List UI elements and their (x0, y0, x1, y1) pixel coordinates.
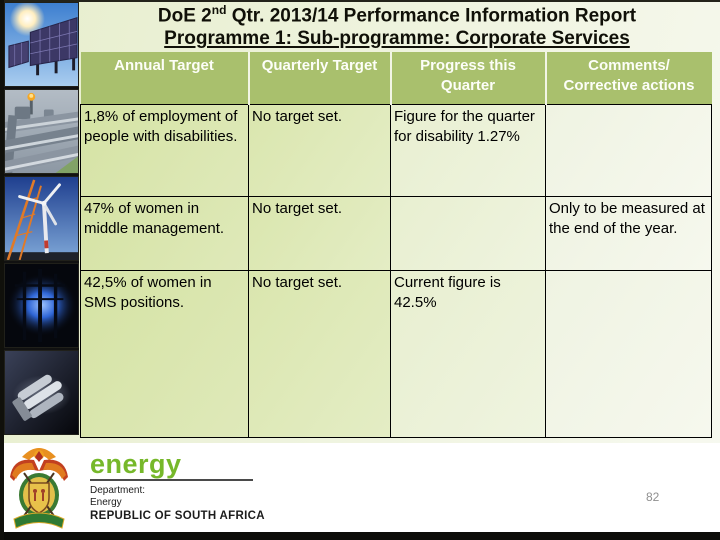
slide-bottom-border (0, 532, 720, 540)
wind-turbine-construction-photo (4, 176, 79, 261)
cell-comments (545, 104, 712, 197)
page-number: 82 (646, 490, 660, 504)
header-comments-corrective-actions: Comments/Corrective actions (544, 52, 712, 105)
cell-progress: Current figure is 42.5% (390, 270, 546, 438)
cell-annual-target: 42,5% of women in SMS positions. (80, 270, 249, 438)
cell-progress (390, 196, 546, 271)
cell-quarterly-target: No target set. (248, 104, 391, 197)
header-annual-target: Annual Target (80, 52, 249, 105)
cfl-energy-saving-bulb-photo (4, 350, 79, 435)
country-name: REPUBLIC OF SOUTH AFRICA (90, 510, 265, 523)
cell-comments: Only to be measured at the end of the ye… (545, 196, 712, 271)
logo-divider (90, 479, 253, 482)
department-of-energy-logo: energy Department: Energy REPUBLIC OF SO… (90, 450, 350, 522)
solar-panels-photo (4, 2, 79, 87)
table-row: 42,5% of women in SMS positions. No targ… (80, 270, 712, 438)
table-row: 47% of women in middle management. No ta… (80, 196, 712, 271)
title-line-2: Programme 1: Sub-programme: Corporate Se… (164, 28, 630, 50)
department-label: Department: (90, 485, 146, 497)
table-header-row: Annual Target Quarterly Target Progress … (80, 52, 712, 105)
cell-comments (545, 270, 712, 438)
slide-title: DoE 2nd Qtr. 2013/14 Performance Informa… (82, 3, 712, 51)
header-progress-this-quarter: Progress this Quarter (389, 52, 546, 105)
south-africa-coat-of-arms-icon (8, 442, 70, 532)
power-pylons-night-photo (4, 263, 79, 348)
cell-annual-target: 47% of women in middle management. (80, 196, 249, 271)
gas-pipeline-flare-photo (4, 89, 79, 174)
slide-left-border (0, 0, 4, 540)
cell-annual-target: 1,8% of employment of people with disabi… (80, 104, 249, 197)
title-line-1: DoE 2nd Qtr. 2013/14 Performance Informa… (157, 3, 637, 27)
energy-photo-strip (4, 2, 79, 435)
performance-table: Annual Target Quarterly Target Progress … (80, 52, 712, 438)
energy-logotype: energy (90, 449, 182, 479)
cell-quarterly-target: No target set. (248, 270, 391, 438)
cell-quarterly-target: No target set. (248, 196, 391, 271)
department-name: Energy (90, 497, 122, 509)
header-quarterly-target: Quarterly Target (247, 52, 391, 105)
footer-band (4, 443, 720, 532)
cell-progress: Figure for the quarter for disability 1.… (390, 104, 546, 197)
table-row: 1,8% of employment of people with disabi… (80, 104, 712, 197)
slide-top-border (0, 0, 720, 2)
